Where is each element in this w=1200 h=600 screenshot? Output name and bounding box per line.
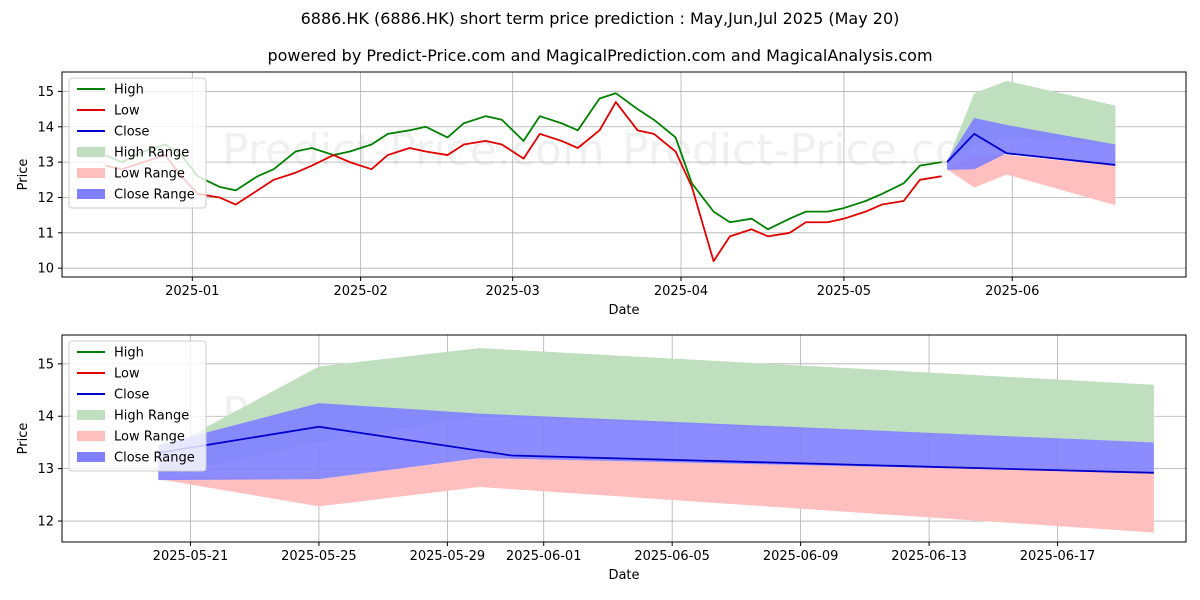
y-tick-label: 14 xyxy=(37,120,54,135)
x-tick-label: 2025-06-05 xyxy=(634,549,710,564)
x-tick-label: 2025-05-21 xyxy=(153,549,229,564)
legend-swatch-low-range xyxy=(77,168,105,178)
x-tick-label: 2025-03 xyxy=(486,284,540,299)
chart-panel-1: Predict-Price.com Predict-Price.com2025-0… xyxy=(16,71,1187,318)
close-series-line xyxy=(158,425,1154,474)
watermark: Predict-Price.com xyxy=(222,125,605,176)
chart-title: 6886.HK (6886.HK) short term price predi… xyxy=(300,9,900,28)
high-range-band xyxy=(947,80,1116,163)
y-axis-label: Price xyxy=(16,159,31,191)
legend-label-close-range: Close Range xyxy=(114,188,195,203)
legend-swatch-low-range xyxy=(77,431,105,441)
chart-panel-2: Predict-Price.comPredict-Price.com2025-0… xyxy=(16,334,1187,583)
high-series-line xyxy=(105,92,942,231)
legend-label-low: Low xyxy=(114,367,140,382)
legend-swatch-close-range xyxy=(77,452,105,462)
plot-frame xyxy=(61,334,1187,543)
x-tick-label: 2025-06-09 xyxy=(763,549,839,564)
x-tick-label: 2025-06 xyxy=(985,284,1039,299)
legend-swatch-high-range xyxy=(77,147,105,157)
x-tick-label: 2025-06-01 xyxy=(506,549,582,564)
y-tick-label: 15 xyxy=(37,357,54,372)
x-tick-label: 2025-01 xyxy=(165,284,219,299)
close-range-band xyxy=(158,403,1154,481)
x-axis-label: Date xyxy=(608,568,639,583)
legend: High Low Close High Range Low Range Close Ran… xyxy=(68,77,207,209)
legend-label-close-range: Close Range xyxy=(114,451,195,466)
x-tick-label: 2025-05-25 xyxy=(281,549,357,564)
close-series-line xyxy=(946,132,1116,166)
y-tick-label: 10 xyxy=(37,262,54,277)
x-tick-label: 2025-04 xyxy=(654,284,708,299)
legend-swatch-close-range xyxy=(77,189,105,199)
legend-label-low-range: Low Range xyxy=(114,167,185,182)
y-axis-label: Price xyxy=(16,423,31,455)
legend-label-low: Low xyxy=(114,104,140,119)
legend-label-high-range: High Range xyxy=(114,146,189,161)
legend: High Low Close High Range Low Range Close Ran… xyxy=(68,340,207,472)
y-tick-label: 13 xyxy=(37,462,54,477)
legend-label-high: High xyxy=(114,83,144,98)
plot-area xyxy=(158,348,1154,533)
y-tick-label: 13 xyxy=(37,156,54,171)
low-series-line xyxy=(105,101,942,262)
x-tick-label: 2025-02 xyxy=(333,284,387,299)
close-range-band xyxy=(947,117,1116,170)
legend-label-close: Close xyxy=(114,388,149,403)
legend-swatch-high-range xyxy=(77,410,105,420)
low-range-band xyxy=(947,155,1116,206)
legend-label-high-range: High Range xyxy=(114,409,189,424)
y-tick-label: 12 xyxy=(37,191,54,206)
plot-area xyxy=(105,80,1116,262)
x-axis-label: Date xyxy=(608,303,639,318)
y-tick-label: 12 xyxy=(37,515,54,530)
plot-frame xyxy=(61,71,1187,278)
legend-label-high: High xyxy=(114,346,144,361)
x-tick-label: 2025-06-13 xyxy=(891,549,967,564)
legend-label-close: Close xyxy=(114,125,149,140)
high-range-band xyxy=(158,348,1154,477)
low-range-band xyxy=(158,458,1154,533)
y-tick-label: 14 xyxy=(37,410,54,425)
legend-label-low-range: Low Range xyxy=(114,430,185,445)
y-tick-label: 15 xyxy=(37,85,54,100)
x-tick-label: 2025-05-29 xyxy=(410,549,486,564)
y-tick-label: 11 xyxy=(37,226,54,241)
chart-subtitle: powered by Predict-Price.com and Magical… xyxy=(267,46,933,65)
x-tick-label: 2025-05 xyxy=(817,284,871,299)
x-tick-label: 2025-06-17 xyxy=(1020,549,1096,564)
